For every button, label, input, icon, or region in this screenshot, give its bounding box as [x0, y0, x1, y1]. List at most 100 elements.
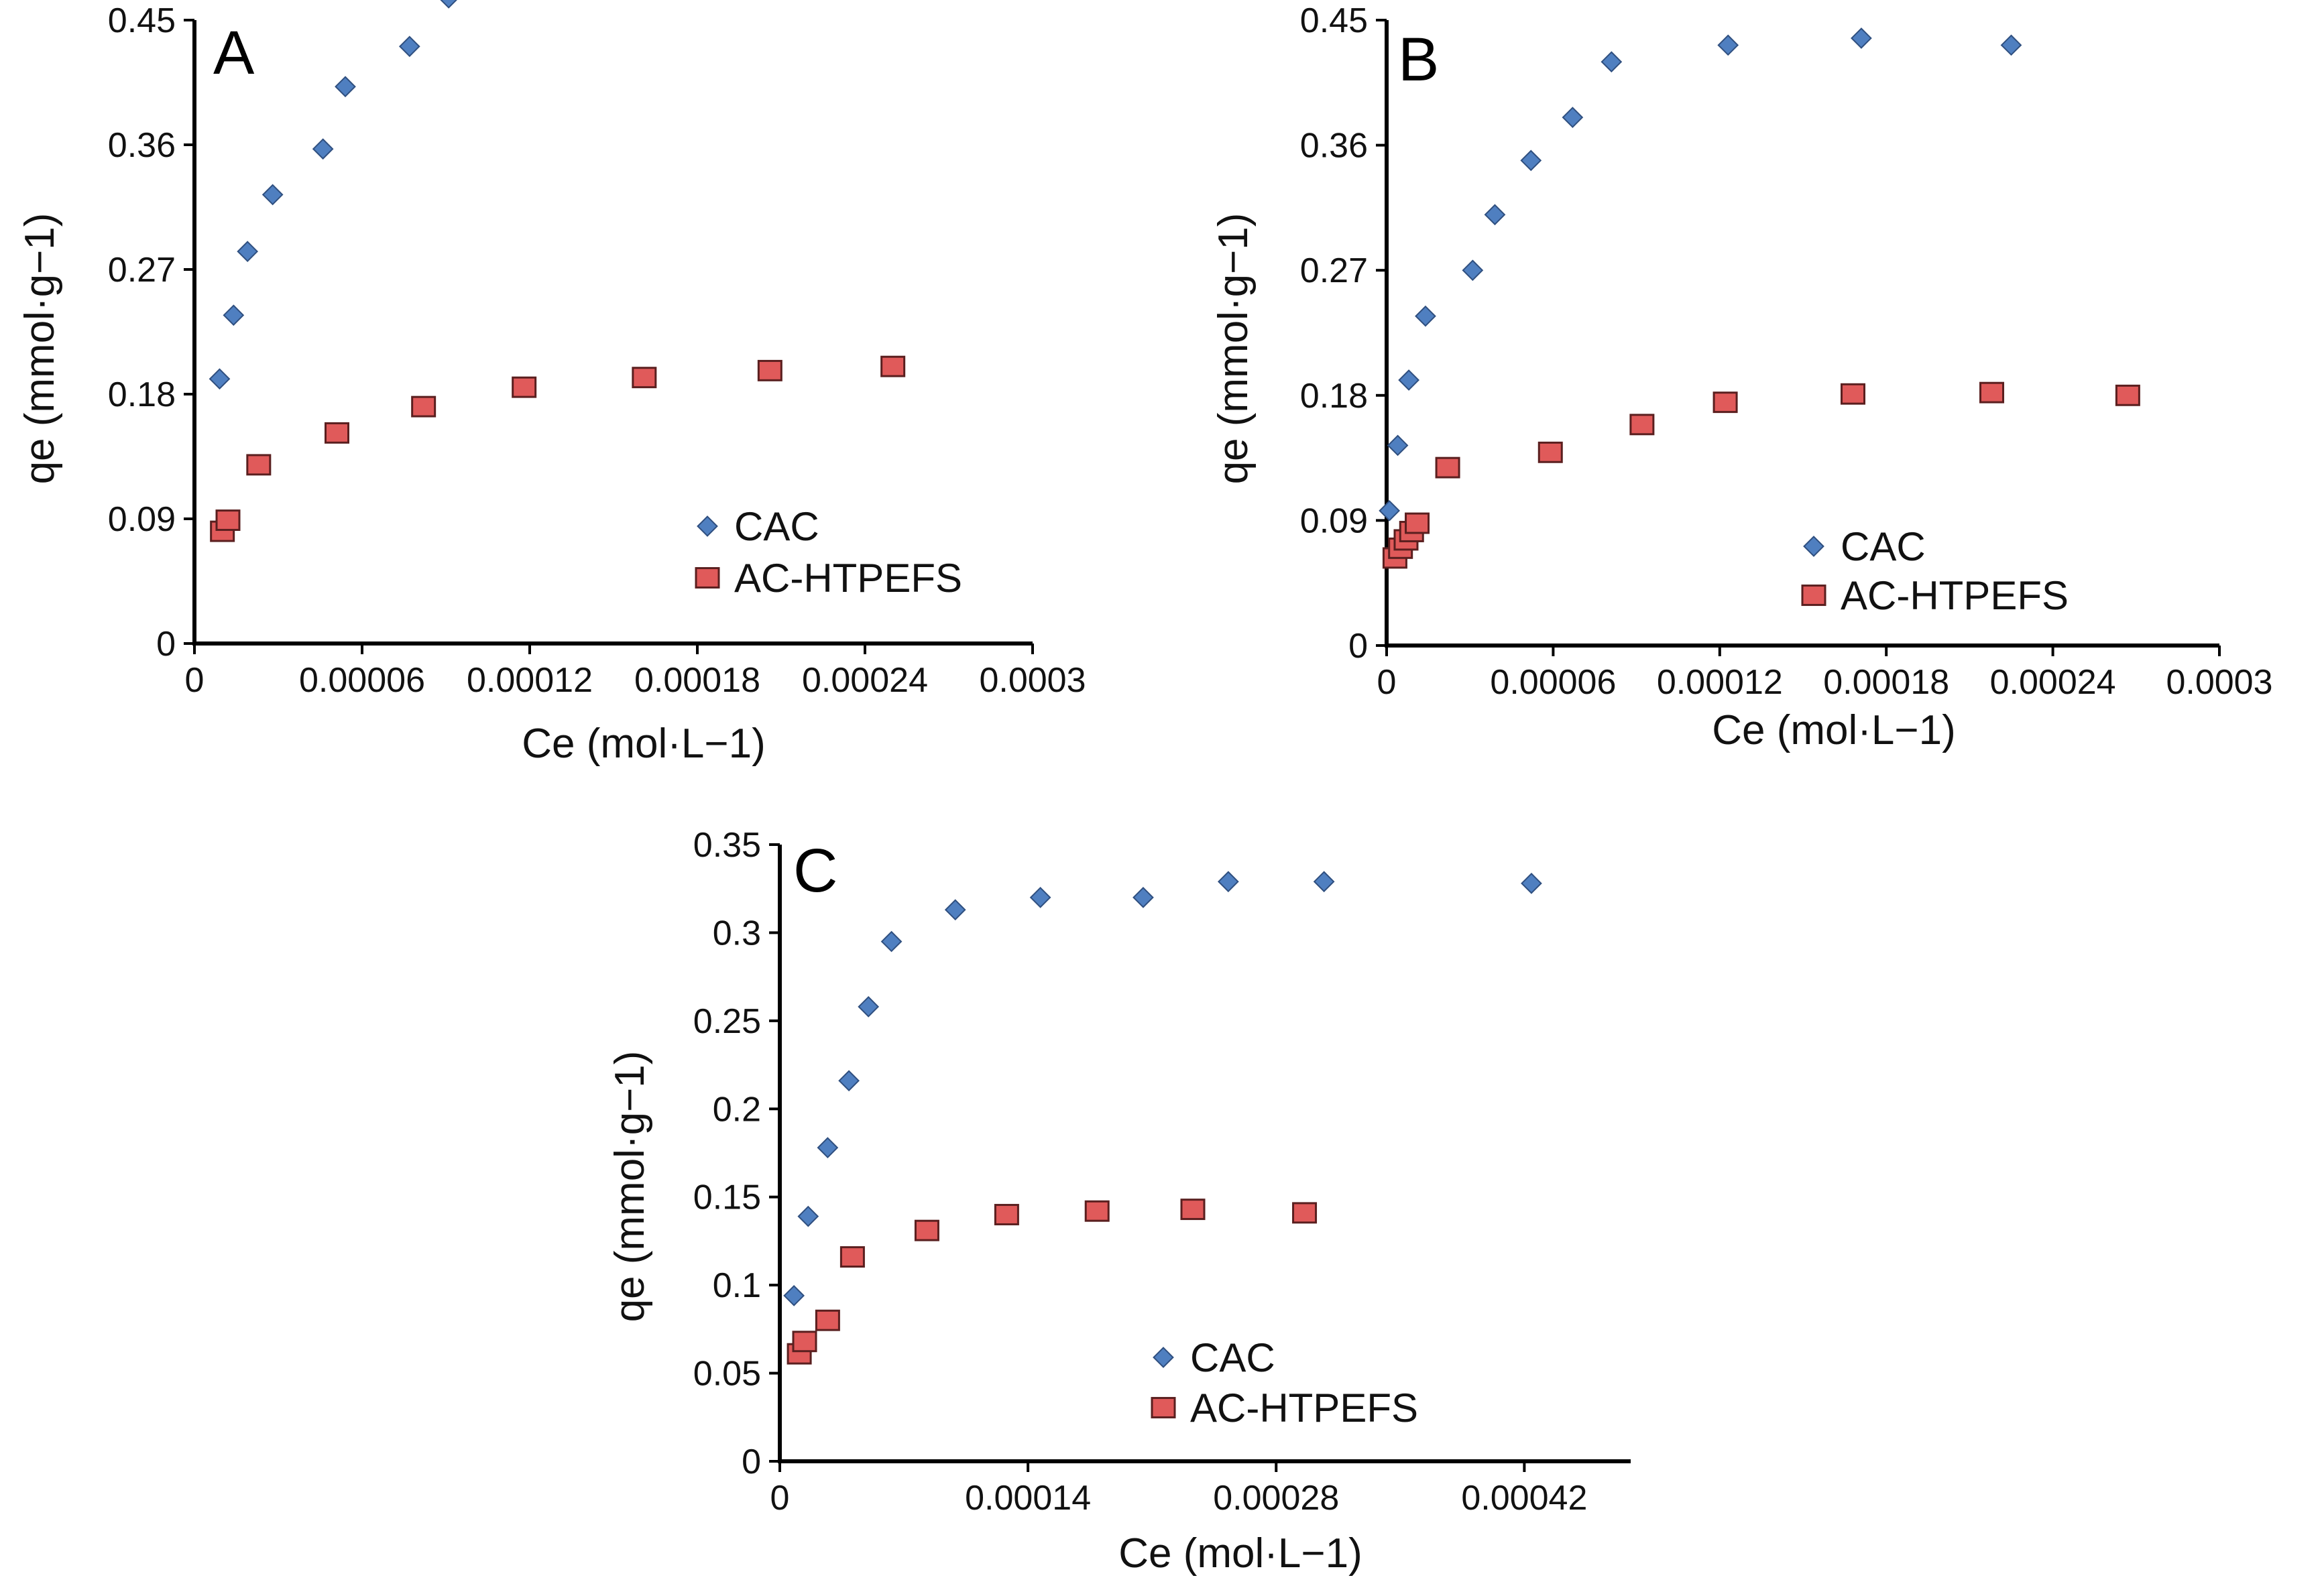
panel-b-y-tick-label: 0.45	[1300, 1, 1368, 40]
panel-b-point-ac-htpefs	[1405, 512, 1430, 534]
panel-c-y-tick-label: 0.25	[693, 1002, 761, 1041]
panel-a-legend-ac-htpefs: AC-HTPEFS	[734, 556, 962, 601]
panel-c-y-tick-label: 0.2	[713, 1090, 761, 1129]
panel-c-point-ac-htpefs	[914, 1219, 939, 1241]
panel-c-y-tick-label: 0.05	[693, 1355, 761, 1394]
panel-a-x-tick-label: 0.00018	[634, 661, 760, 700]
panel-b-x-tick-label: 0.00006	[1490, 663, 1616, 702]
panel-c-point-ac-htpefs	[1180, 1199, 1206, 1221]
panel-c-y-tick-label: 0	[742, 1443, 761, 1481]
panel-b-plot: 0 0.00006 0.00012 0.00018 0.00024 0.0003 0 0.09…	[1300, 1, 2273, 702]
panel-a-legend-ac-marker	[695, 567, 720, 589]
panel-a-legend: CAC AC-HTPEFS	[695, 504, 962, 601]
panel-a-legend-swatch	[697, 515, 718, 537]
panel-a-point-cac	[312, 138, 334, 160]
panel-a-x-tick-label: 0.00024	[802, 661, 928, 700]
panel-b-point-cac	[1415, 305, 1436, 327]
panel-b-point-cac	[1717, 34, 1739, 56]
panel-b-point-cac	[1562, 107, 1584, 128]
panel-b: B 0 0.00006 0.00012 0.00018 0.00024 0.0003 0 0.…	[1210, 1, 2273, 753]
panel-c-point-cac	[838, 1070, 860, 1092]
panel-c-point-cac	[817, 1137, 839, 1158]
panel-a-point-cac	[335, 76, 356, 98]
panel-a-y-tick-label: 0.36	[108, 126, 176, 165]
panel-c-legend-ac-marker	[1151, 1397, 1176, 1418]
panel-c-point-cac	[944, 899, 966, 921]
panel-b-y-tick-label: 0.27	[1300, 251, 1368, 290]
panel-a-point-cac	[209, 368, 231, 390]
panel-c-legend-swatch	[1151, 1397, 1176, 1418]
panel-b-point-ac-htpefs	[1629, 414, 1655, 436]
panel-a-y-tick-label: 0.45	[108, 1, 176, 40]
panel-a-x-tick-label: 0	[185, 661, 205, 700]
panel-b-legend-swatch	[1803, 536, 1824, 557]
panel-a-point-cac	[398, 36, 420, 58]
panel-a-x-tick-label: 0.0003	[979, 661, 1086, 700]
panel-b-legend-ac-marker	[1801, 585, 1826, 606]
panel-c-x-tick-label: 0.00042	[1461, 1479, 1587, 1518]
panel-a: A 0 0.00006 0.00012 0.00018 0.00024 0.0003 0 0.…	[17, 0, 1086, 767]
panel-a-y-tick-label: 0.18	[108, 375, 176, 414]
panel-b-x-tick-label: 0.0003	[2166, 663, 2272, 702]
panel-a-point-ac-htpefs	[325, 422, 349, 444]
panel-b-legend: CAC AC-HTPEFS	[1801, 524, 2069, 618]
panel-a-y-tick-label: 0	[156, 625, 176, 664]
panel-c: C 0 0.00014 0.00028 0.0004200.050.10.150.20…	[607, 826, 1631, 1577]
panel-a-point-cac	[223, 304, 245, 326]
panel-a-point-ac-htpefs	[246, 454, 272, 476]
panel-b-y-tick-label: 0	[1348, 627, 1368, 666]
panel-c-point-cac	[1029, 886, 1051, 908]
panel-b-y-tick-label: 0.36	[1300, 127, 1368, 166]
panel-a-point-ac-htpefs	[880, 355, 906, 377]
panel-c-y-tick-label: 0.3	[713, 914, 761, 953]
panel-b-point-ac-htpefs	[2115, 384, 2140, 406]
panel-c-point-cac	[880, 930, 903, 953]
panel-c-letter: C	[793, 837, 837, 905]
panel-a-legend-cac: CAC	[734, 504, 819, 549]
panel-b-x-tick-label: 0	[1377, 663, 1397, 702]
panel-a-x-tick-label: 0.00012	[467, 661, 593, 700]
panel-b-point-cac	[1484, 204, 1506, 226]
panel-b-point-ac-htpefs	[1841, 383, 1866, 405]
panel-b-point-cac	[1520, 149, 1542, 172]
panel-a-ylabel: qe (mmol·g−1)	[17, 213, 63, 485]
panel-c-legend: CAC AC-HTPEFS	[1151, 1335, 1418, 1430]
panel-c-legend-cac: CAC	[1190, 1335, 1275, 1380]
panel-a-point-ac-htpefs	[411, 395, 437, 418]
panel-c-y-tick-label: 0.35	[693, 826, 761, 865]
panel-b-letter: B	[1398, 25, 1439, 94]
panel-c-x-tick-label: 0.00028	[1213, 1479, 1339, 1518]
panel-a-x-tick-label: 0.00006	[299, 661, 425, 700]
panel-c-plot: 0 0.00014 0.00028 0.00042 0 0.05 0.1 0.15 0.2 0.2…	[693, 826, 1631, 1518]
panel-a-legend-cac-marker	[697, 515, 718, 537]
panel-b-legend-ac-htpefs: AC-HTPEFS	[1841, 573, 2069, 618]
panel-c-point-ac-htpefs	[839, 1246, 865, 1268]
panel-b-point-cac	[1601, 51, 1623, 73]
panel-b-point-ac-htpefs	[1435, 456, 1460, 479]
panel-c-x-tick-label: 0	[770, 1479, 790, 1518]
panel-a-point-ac-htpefs	[512, 376, 537, 398]
panel-c-point-ac-htpefs	[1084, 1200, 1110, 1222]
panel-b-point-cac	[1379, 500, 1401, 522]
panel-b-legend-cac-marker	[1803, 536, 1824, 557]
panel-b-legend-swatch	[1801, 585, 1826, 606]
panel-c-point-cac	[797, 1205, 819, 1227]
panel-b-point-cac	[1387, 434, 1409, 456]
panel-c-point-ac-htpefs	[815, 1309, 840, 1331]
panel-b-point-ac-htpefs	[1979, 381, 2005, 404]
panel-c-legend-swatch	[1153, 1347, 1174, 1368]
panel-b-point-cac	[1398, 369, 1419, 391]
panel-a-y-tick-label: 0.27	[108, 251, 176, 290]
panel-a-xlabel: Ce (mol·L−1)	[522, 721, 766, 767]
panel-c-point-ac-htpefs	[994, 1204, 1019, 1225]
panel-b-point-cac	[1851, 27, 1872, 49]
panel-a-y-tick-label: 0.09	[108, 500, 176, 539]
panel-b-point-ac-htpefs	[1712, 391, 1738, 414]
panel-a-point-ac-htpefs	[632, 367, 657, 389]
panel-b-y-tick-label: 0.09	[1300, 501, 1368, 540]
panel-c-y-tick-label: 0.15	[693, 1178, 761, 1217]
panel-a-point-ac-htpefs	[215, 509, 241, 532]
panel-b-legend-cac: CAC	[1841, 524, 1926, 569]
panel-b-x-tick-label: 0.00024	[1990, 663, 2116, 702]
